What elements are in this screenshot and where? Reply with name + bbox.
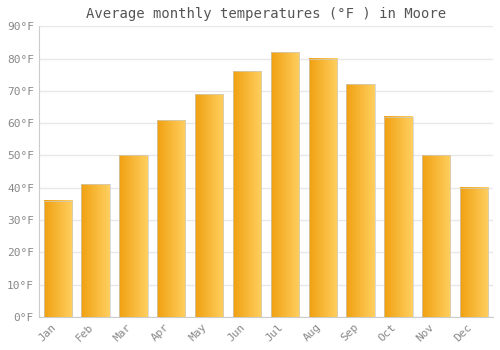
Bar: [346, 84, 375, 317]
Bar: [270, 52, 299, 317]
Bar: [119, 155, 148, 317]
Bar: [422, 155, 450, 317]
Bar: [82, 184, 110, 317]
Bar: [460, 188, 488, 317]
Bar: [157, 120, 186, 317]
Title: Average monthly temperatures (°F ) in Moore: Average monthly temperatures (°F ) in Mo…: [86, 7, 446, 21]
Bar: [233, 71, 261, 317]
Bar: [384, 117, 412, 317]
Bar: [44, 201, 72, 317]
Bar: [195, 94, 224, 317]
Bar: [308, 58, 337, 317]
